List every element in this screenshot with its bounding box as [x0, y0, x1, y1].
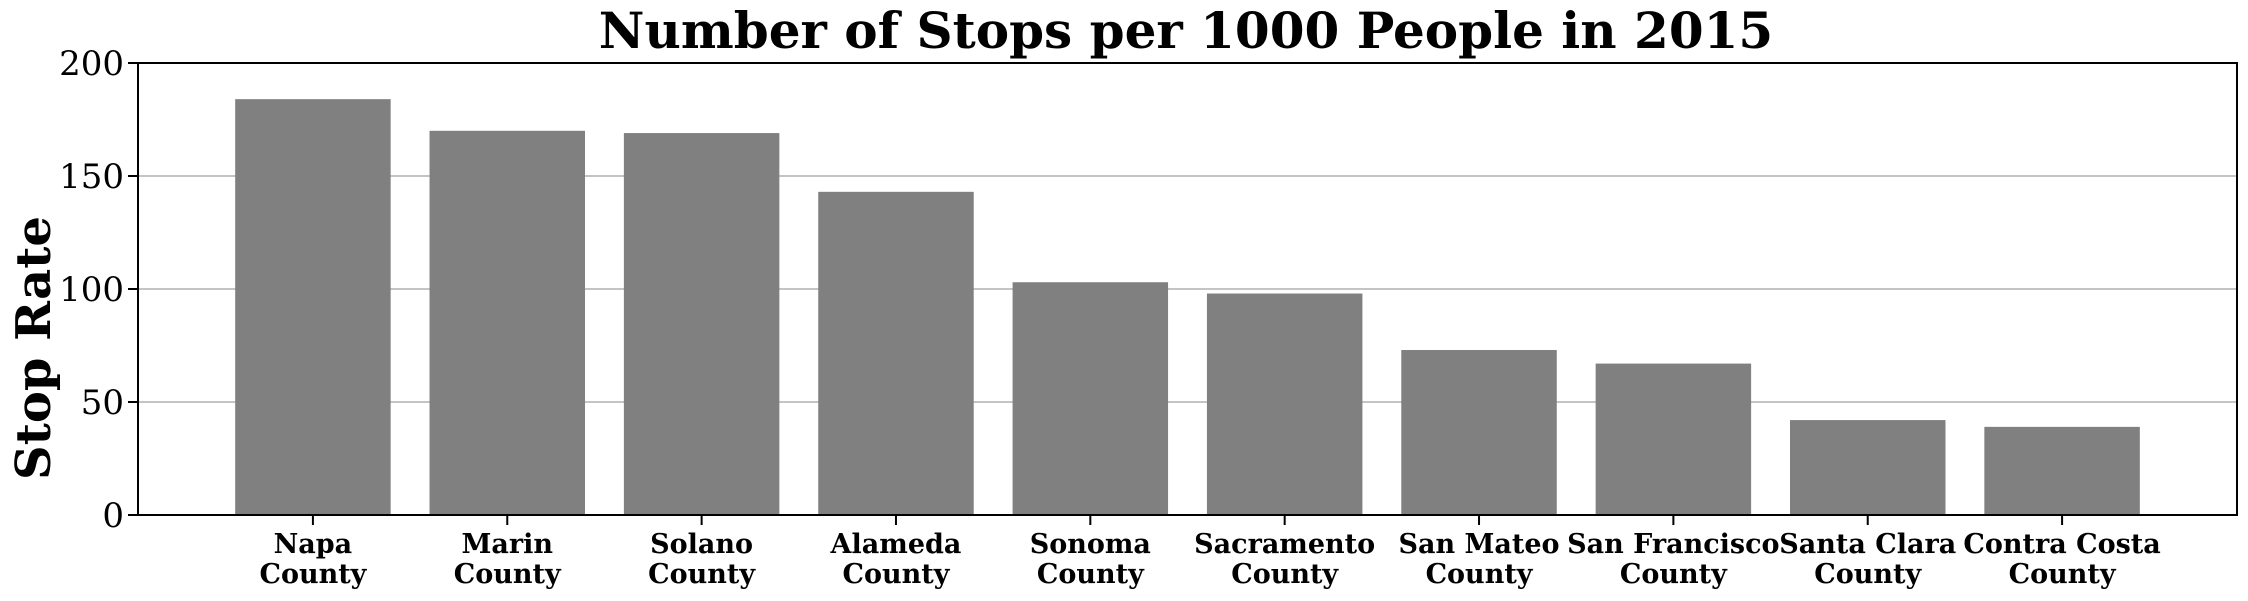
bars	[235, 99, 2140, 516]
bar	[1984, 426, 2140, 515]
x-tick-label: Solano County	[648, 529, 756, 590]
x-tick-label: Alameda County	[830, 529, 962, 590]
y-tick-label: 100	[59, 270, 124, 310]
x-tick-label-line: Sonoma	[1030, 529, 1151, 560]
bar	[1789, 420, 1946, 515]
y-tick-label: 0	[102, 496, 124, 536]
x-tick-label: Sacramento County	[1194, 529, 1375, 590]
x-tick-label: San Francisco County	[1567, 529, 1779, 590]
bar	[818, 191, 974, 515]
bar	[623, 133, 780, 515]
x-tick-label: San Mateo County	[1398, 529, 1559, 590]
x-tick-label-line: Contra Costa	[1963, 529, 2160, 560]
x-tick-label-line: County	[1814, 559, 1922, 590]
y-axis-label: Stop Rate	[6, 216, 62, 480]
x-tick-label-line: County	[1620, 559, 1728, 590]
bar	[1595, 363, 1752, 515]
x-tick-label-line: San Francisco	[1567, 529, 1779, 560]
bar	[235, 99, 391, 515]
y-tick-label: 150	[59, 157, 124, 197]
bar	[1401, 350, 1557, 515]
x-tick-label-line: County	[259, 559, 367, 590]
chart-title: Number of Stops per 1000 People in 2015	[599, 1, 1773, 60]
x-tick-label-line: County	[1426, 559, 1534, 590]
x-tick-label-line: Napa	[274, 529, 353, 560]
y-tick-label: 50	[81, 383, 124, 423]
x-tick-label-line: County	[1037, 559, 1145, 590]
x-tick-label-line: Alameda	[830, 529, 962, 560]
x-tick-label-line: Sacramento	[1194, 529, 1375, 560]
x-tick-label-line: County	[1231, 559, 1339, 590]
x-tick-label: Napa County	[259, 529, 367, 590]
x-tick-label: Santa Clara County	[1779, 529, 1956, 590]
y-axis-ticks: 0 50 100 150 200	[59, 44, 138, 536]
x-tick-label-line: County	[2009, 559, 2117, 590]
bar	[1206, 293, 1363, 515]
x-tick-label-line: County	[843, 559, 951, 590]
bar	[1012, 282, 1169, 515]
x-tick-label: Marin County	[454, 529, 562, 590]
x-tick-label: Contra Costa County	[1963, 529, 2160, 590]
x-tick-label-line: Marin	[462, 529, 554, 560]
x-tick-label-line: Solano	[650, 529, 753, 560]
x-tick-label-line: County	[454, 559, 562, 590]
x-tick-label: Sonoma County	[1030, 529, 1151, 590]
x-tick-label-line: County	[648, 559, 756, 590]
x-tick-label-line: Santa Clara	[1779, 529, 1956, 560]
x-tick-label-line: San Mateo	[1398, 529, 1559, 560]
bar	[429, 130, 586, 516]
y-tick-label: 200	[59, 44, 124, 84]
